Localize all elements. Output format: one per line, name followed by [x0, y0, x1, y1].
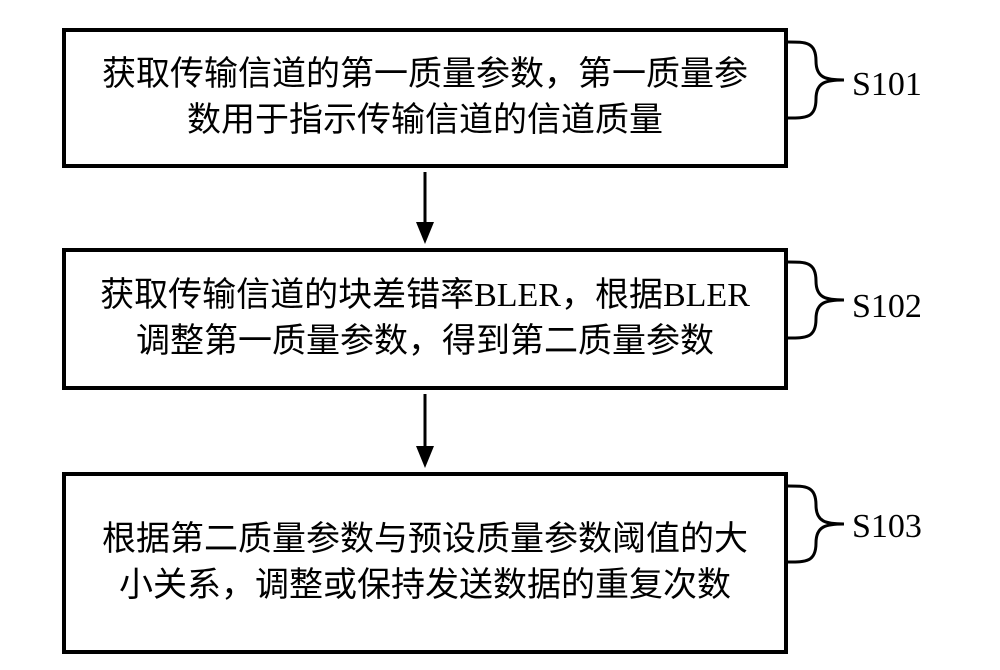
step-label-2: S102 [852, 288, 922, 326]
step-label-3: S103 [852, 508, 922, 546]
step-box-1: 获取传输信道的第一质量参数，第一质量参 数用于指示传输信道的信道质量 [62, 28, 788, 168]
brace-1 [788, 38, 850, 122]
step-box-3: 根据第二质量参数与预设质量参数阈值的大 小关系，调整或保持发送数据的重复次数 [62, 472, 788, 654]
flowchart-canvas: 获取传输信道的第一质量参数，第一质量参 数用于指示传输信道的信道质量 获取传输信… [0, 0, 1000, 670]
step-text-1: 获取传输信道的第一质量参数，第一质量参 数用于指示传输信道的信道质量 [102, 52, 748, 144]
step-text-3: 根据第二质量参数与预设质量参数阈值的大 小关系，调整或保持发送数据的重复次数 [102, 517, 748, 609]
brace-3 [788, 482, 850, 566]
step-text-2: 获取传输信道的块差错率BLER，根据BLER 调整第一质量参数，得到第二质量参数 [100, 273, 750, 365]
arrow-2 [412, 394, 438, 472]
brace-2 [788, 258, 850, 342]
step-label-1: S101 [852, 66, 922, 104]
arrow-1 [412, 172, 438, 248]
step-box-2: 获取传输信道的块差错率BLER，根据BLER 调整第一质量参数，得到第二质量参数 [62, 248, 788, 390]
